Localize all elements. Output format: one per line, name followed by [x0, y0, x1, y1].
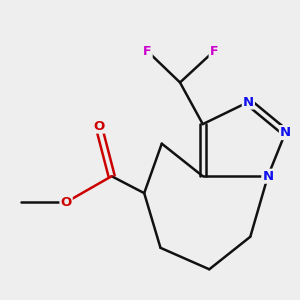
Text: N: N [280, 126, 291, 139]
Text: O: O [61, 196, 72, 209]
Text: O: O [93, 120, 104, 133]
Text: N: N [262, 170, 273, 183]
Text: N: N [243, 95, 254, 109]
Text: F: F [210, 45, 218, 58]
Text: F: F [143, 45, 152, 58]
